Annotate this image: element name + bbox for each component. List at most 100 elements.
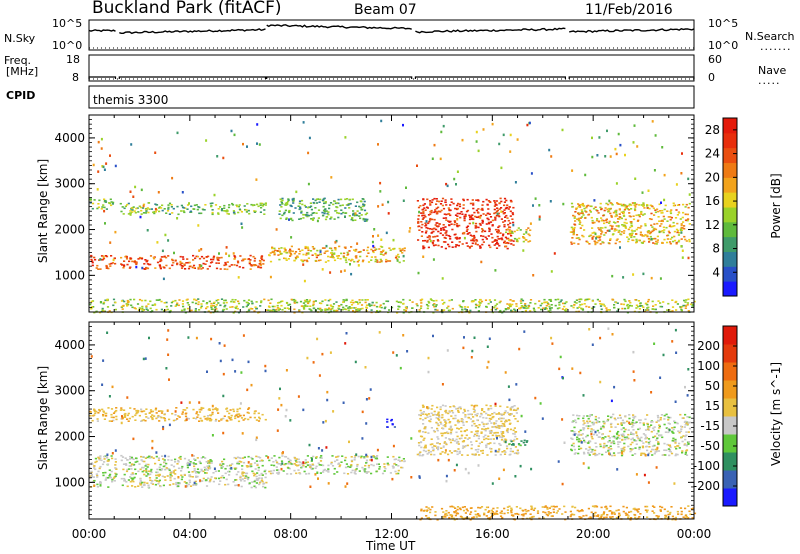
power-panel-echo: [303, 204, 306, 207]
power-panel-scatter: [129, 213, 132, 216]
power-panel-scatter: [475, 130, 478, 134]
power-panel-echo: [597, 235, 600, 237]
velocity-panel-echo: [614, 418, 617, 421]
velocity-panel-echo: [305, 461, 308, 464]
velocity-panel-echo: [206, 465, 209, 467]
velocity-panel-echo: [634, 447, 637, 449]
power-panel-echo: [529, 302, 532, 304]
power-panel-echo: [198, 266, 201, 268]
velocity-panel-echo: [476, 426, 480, 429]
power-panel-echo: [417, 214, 420, 217]
velocity-panel-echo: [449, 441, 453, 444]
power-panel-echo: [233, 301, 236, 303]
power-panel-echo: [481, 220, 484, 223]
velocity-panel-echo: [657, 420, 660, 422]
power-panel-echo: [243, 299, 246, 302]
velocity-panel-echo: [97, 470, 100, 473]
power-panel-scatter: [321, 268, 324, 271]
power-panel-scatter: [256, 123, 259, 126]
power-panel-echo: [159, 267, 162, 270]
power-panel-echo: [146, 263, 149, 265]
velocity-panel-echo: [609, 423, 613, 426]
power-panel-scatter: [290, 236, 293, 239]
power-panel-echo: [482, 200, 485, 203]
velocity-panel-echo: [444, 425, 447, 428]
power-panel-echo: [229, 306, 232, 308]
velocity-panel-echo: [619, 417, 622, 419]
power-panel-echo: [591, 221, 594, 224]
velocity-panel-echo: [158, 479, 161, 482]
power-panel-echo: [259, 211, 262, 213]
velocity-panel-echo: [668, 454, 671, 457]
velocity-panel-echo: [223, 415, 226, 417]
velocity-panel-echo: [107, 458, 110, 461]
velocity-panel-echo: [204, 472, 207, 474]
power-panel-echo: [641, 235, 644, 237]
velocity-panel-echo: [508, 443, 511, 445]
power-panel-echo: [618, 208, 621, 210]
velocity-panel-echo: [439, 452, 442, 455]
power-panel-echo: [510, 234, 513, 237]
velocity-panel-echo: [490, 450, 493, 453]
power-panel-scatter: [319, 250, 322, 253]
velocity-panel-echo: [205, 485, 209, 487]
velocity-panel-echo: [516, 438, 519, 440]
velocity-panel-echo: [341, 455, 344, 457]
power-panel-echo: [283, 211, 286, 214]
power-panel-echo: [273, 253, 276, 256]
power-panel-echo: [329, 218, 332, 220]
power-panel-echo: [101, 258, 104, 261]
power-panel-echo: [154, 267, 157, 269]
power-panel-echo: [510, 200, 513, 203]
power-panel-echo: [280, 206, 283, 208]
velocity-panel-echo: [424, 417, 427, 420]
power-panel-echo: [167, 255, 170, 257]
power-panel-echo: [473, 240, 476, 242]
velocity-panel-echo: [255, 419, 258, 421]
power-panel-echo: [127, 202, 130, 205]
power-panel-echo: [464, 306, 467, 308]
velocity-panel-echo: [671, 439, 674, 442]
velocity-panel-echo: [194, 480, 197, 483]
velocity-panel-echo: [128, 417, 131, 420]
velocity-panel-echo: [250, 456, 253, 459]
power-panel-echo: [257, 205, 260, 208]
velocity-panel-echo: [297, 469, 300, 471]
power-panel-scatter: [526, 123, 529, 127]
velocity-panel-echo: [582, 420, 585, 422]
power-panel-echo: [420, 221, 423, 223]
velocity-panel-echo: [592, 453, 595, 455]
power-panel-echo: [284, 202, 287, 205]
power-panel-echo: [491, 241, 494, 243]
power-panel-echo: [193, 208, 196, 210]
power-panel-echo: [442, 226, 445, 229]
velocity-panel-echo: [222, 476, 225, 479]
velocity-panel-echo: [127, 412, 130, 415]
velocity-panel-echo: [253, 410, 256, 413]
velocity-panel-echo: [437, 413, 441, 416]
power-panel-scatter: [387, 200, 390, 204]
power-panel-echo: [656, 241, 659, 243]
power-panel-echo: [233, 255, 236, 257]
power-panel-echo: [503, 201, 506, 203]
power-panel-echo: [294, 256, 297, 259]
velocity-panel-echo: [502, 431, 505, 433]
velocity-panel-echo: [208, 480, 211, 483]
power-panel-echo: [153, 257, 156, 260]
velocity-panel-echo: [666, 443, 669, 446]
power-panel-echo: [669, 242, 672, 245]
power-panel-scatter: [538, 215, 541, 218]
power-panel-echo: [190, 309, 193, 312]
power-panel-echo: [597, 220, 601, 223]
power-panel-echo: [144, 259, 147, 261]
velocity-panel-echo: [623, 436, 626, 439]
power-panel-echo: [427, 300, 430, 303]
power-panel-echo: [272, 308, 275, 311]
velocity-panel-echo: [274, 459, 278, 462]
power-panel-echo: [462, 199, 465, 202]
power-panel-echo: [293, 301, 296, 303]
velocity-panel-echo: [669, 416, 672, 419]
velocity-panel-echo: [630, 431, 633, 434]
power-panel-echo: [358, 308, 361, 310]
power-panel-echo: [610, 216, 613, 218]
